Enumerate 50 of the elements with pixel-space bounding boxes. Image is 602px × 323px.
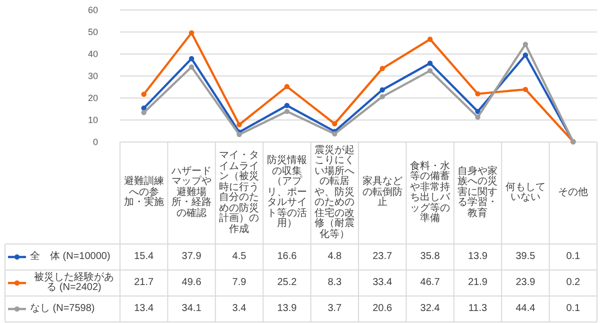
legend-label: 被災した経験がある (N=2402) <box>33 272 115 294</box>
ytick: 30 <box>88 71 98 81</box>
data-label: 4.8 <box>326 250 343 264</box>
data-label: 0.1 <box>565 302 582 316</box>
x-tick-label: その他 <box>557 186 590 200</box>
data-label: 34.1 <box>180 302 202 316</box>
data-label: 3.7 <box>326 302 343 316</box>
x-tick-label: 食料・水等の備蓄や非常持ち出しバッグ等の準備 <box>409 160 452 226</box>
data-label: 11.3 <box>467 302 488 316</box>
data-label: 13.4 <box>133 302 155 316</box>
x-tick-label: 防災情報の収集（アプリ、ポータルサイト等の活用） <box>266 154 308 232</box>
data-label: 13.9 <box>276 302 298 316</box>
data-label: 7.9 <box>231 276 248 290</box>
category-label: 震災が起こりにくい場所への転居や、防災のための住宅の改修（耐震化等） <box>314 144 355 240</box>
x-tick-label: 何もしていない <box>504 180 546 205</box>
x-tick-label: 自身や家族への災害に関する学習・教育 <box>456 164 499 221</box>
legend-label: なし (N=7598) <box>30 302 95 314</box>
data-label: 0.1 <box>565 250 582 264</box>
data-label: 20.6 <box>372 302 394 316</box>
data-label: 3.4 <box>231 302 248 316</box>
data-label: 21.7 <box>133 276 155 290</box>
data-label: 25.2 <box>276 276 298 290</box>
ytick: 60 <box>88 5 98 15</box>
data-label: 32.4 <box>419 302 441 316</box>
x-tick-label: 家具などの転倒防止 <box>361 174 404 210</box>
ytick: 0 <box>92 137 98 147</box>
data-label: 35.8 <box>419 250 441 264</box>
ytick: 10 <box>88 115 98 125</box>
x-tick-label: マイ・タイムライン（被災時に行う自分のための防災計画）の作成 <box>218 149 260 236</box>
legend-label: 全 体 (N=10000) <box>30 250 110 262</box>
data-label: 4.5 <box>231 250 248 264</box>
data-label: 33.4 <box>372 276 394 290</box>
data-label: 49.6 <box>180 276 202 290</box>
data-label: 13.9 <box>467 250 488 264</box>
data-label: 0.2 <box>565 276 582 290</box>
data-label: 16.6 <box>276 250 298 264</box>
data-label: 23.7 <box>372 250 394 264</box>
data-label: 37.9 <box>180 250 202 264</box>
data-label: 23.9 <box>514 276 536 290</box>
data-label: 21.9 <box>467 276 488 290</box>
data-label: 15.4 <box>133 250 155 264</box>
ytick: 50 <box>88 27 98 37</box>
data-label: 44.4 <box>514 302 536 316</box>
x-tick-label: ハザードマップや避難場所・経路の確認 <box>170 164 213 221</box>
x-tick-label: 避難訓練への参加・実施 <box>122 174 165 210</box>
ytick: 20 <box>88 93 98 103</box>
data-label: 8.3 <box>326 276 343 290</box>
data-label: 39.5 <box>514 250 536 264</box>
data-label: 46.7 <box>419 276 441 290</box>
ytick: 40 <box>88 49 98 59</box>
